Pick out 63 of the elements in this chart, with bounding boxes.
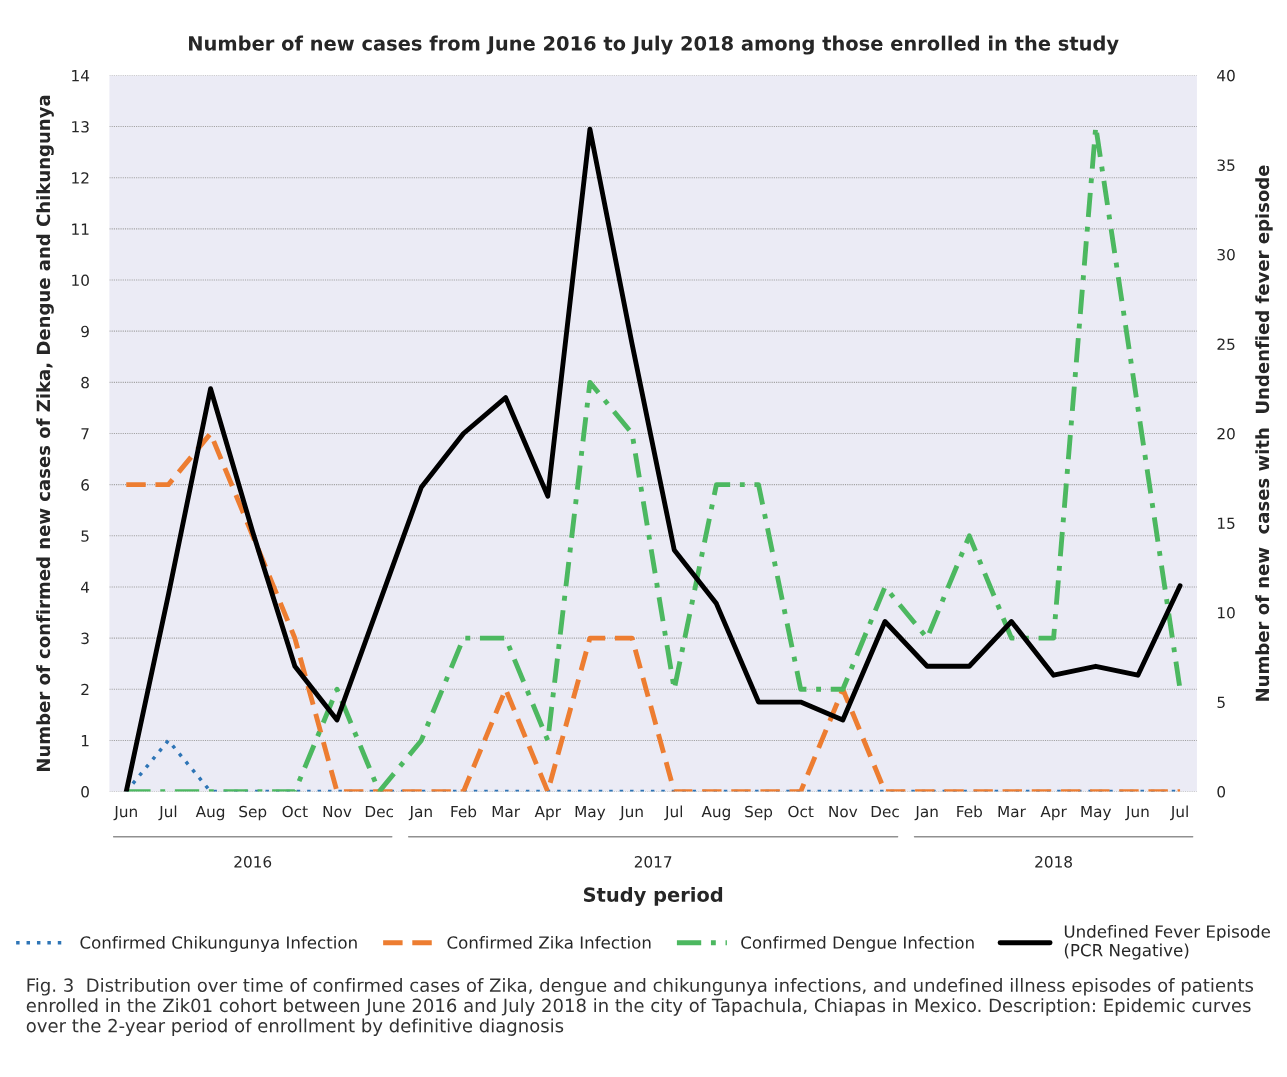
x-tick-label: Jun [1125,805,1149,821]
x-tick-label: Sep [745,805,773,821]
y-axis-title: Number of confirmed new cases of Zika, Dengue and Chikungunya [36,95,54,771]
x-tick-label: Apr [1040,805,1067,821]
x-tick-label: Nov [829,805,858,818]
x-tick-label: Oct [788,805,814,818]
x-tick-label: Mar [492,805,521,818]
y-tick-label: 14 [72,70,90,82]
text: 2017 [634,856,672,868]
line-series [123,431,1183,792]
y2-tick-label: 40 [1217,69,1235,82]
x-axis-title: Study period [583,886,723,906]
x-tick-label: Mar [998,805,1026,818]
x-tick-label: Jan [408,805,432,821]
x-tick-label: Oct [282,805,308,818]
y-tick-label: 4 [80,581,90,593]
x-tick-label: Aug [195,805,225,821]
y-tick-label: 11 [72,223,89,235]
x-tick-label: Jan [914,805,938,821]
y-tick-label: 10 [72,274,89,287]
y-tick-label: 12 [72,172,89,184]
y2-tick-label: 30 [1217,248,1235,261]
x-tick-label: Apr [534,805,561,821]
y2-tick-label: 20 [1217,427,1235,440]
y2-tick-label: 25 [1217,338,1235,350]
text: 2016 [234,856,272,868]
x-tick-label: Sep [239,805,267,821]
x-tick-label: Feb [451,805,477,818]
legend-label: Confirmed Chikungunya Infection [80,935,357,953]
y2-tick-label: 5 [1217,696,1225,709]
x-tick-label: Dec [365,805,393,818]
x-tick-label: Jun [113,805,137,821]
y-tick-label: 7 [81,428,89,440]
x-tick-label: Jul [158,805,177,821]
legend-label: Confirmed Dengue Infection [741,935,974,953]
y-tick-label: 8 [81,376,89,389]
y-tick-label: 13 [72,121,89,133]
y-tick-label: 0 [81,786,89,798]
text: 2018 [1035,856,1072,868]
x-tick-label: Jun [619,805,643,821]
y-tick-label: 6 [81,479,89,491]
y-tick-label: 3 [81,632,89,645]
legend-label: Undefined Fever Episode (PCR Negative) [1064,924,1270,960]
y2-tick-label: 0 [1217,786,1226,798]
x-tick-label: Jul [664,805,683,821]
x-tick-label: Jul [1170,805,1188,821]
x-tick-label: May [575,805,606,821]
chart-title: Number of new cases from June 2016 to July 2018 among those enrolled in the study [189,35,1119,55]
caption: Fig. 3 Distribution over time of confirmed cases of Zika, dengue and chikungunya infections, and undefined illness episodes of patients enrolled in the Zik01 cohort between June 2016 and July 2018 in the city of Tapachula, Chiapas in Mexico. Description: Epidemic curves over the 2-year period of enrollment by definitive diagnosis [26,978,1254,1036]
y-tick-label: 2 [81,683,89,696]
x-tick-label: May [1081,805,1112,821]
y-tick-label: 9 [81,325,89,338]
y2-tick-label: 15 [1218,517,1235,530]
x-tick-label: Dec [871,805,899,818]
legend-label: Confirmed Zika Infection [447,935,651,949]
x-tick-label: Aug [701,805,730,821]
x-tick-label: Feb [957,805,982,818]
y-tick-label: 5 [81,530,89,542]
y-tick-label: 1 [81,735,89,747]
y2-tick-label: 10 [1218,607,1235,619]
y2-tick-label: 35 [1217,159,1235,171]
x-tick-label: Nov [323,805,352,818]
y2-axis-title: Number of new cases with Undenfied fever episode [1255,165,1273,701]
